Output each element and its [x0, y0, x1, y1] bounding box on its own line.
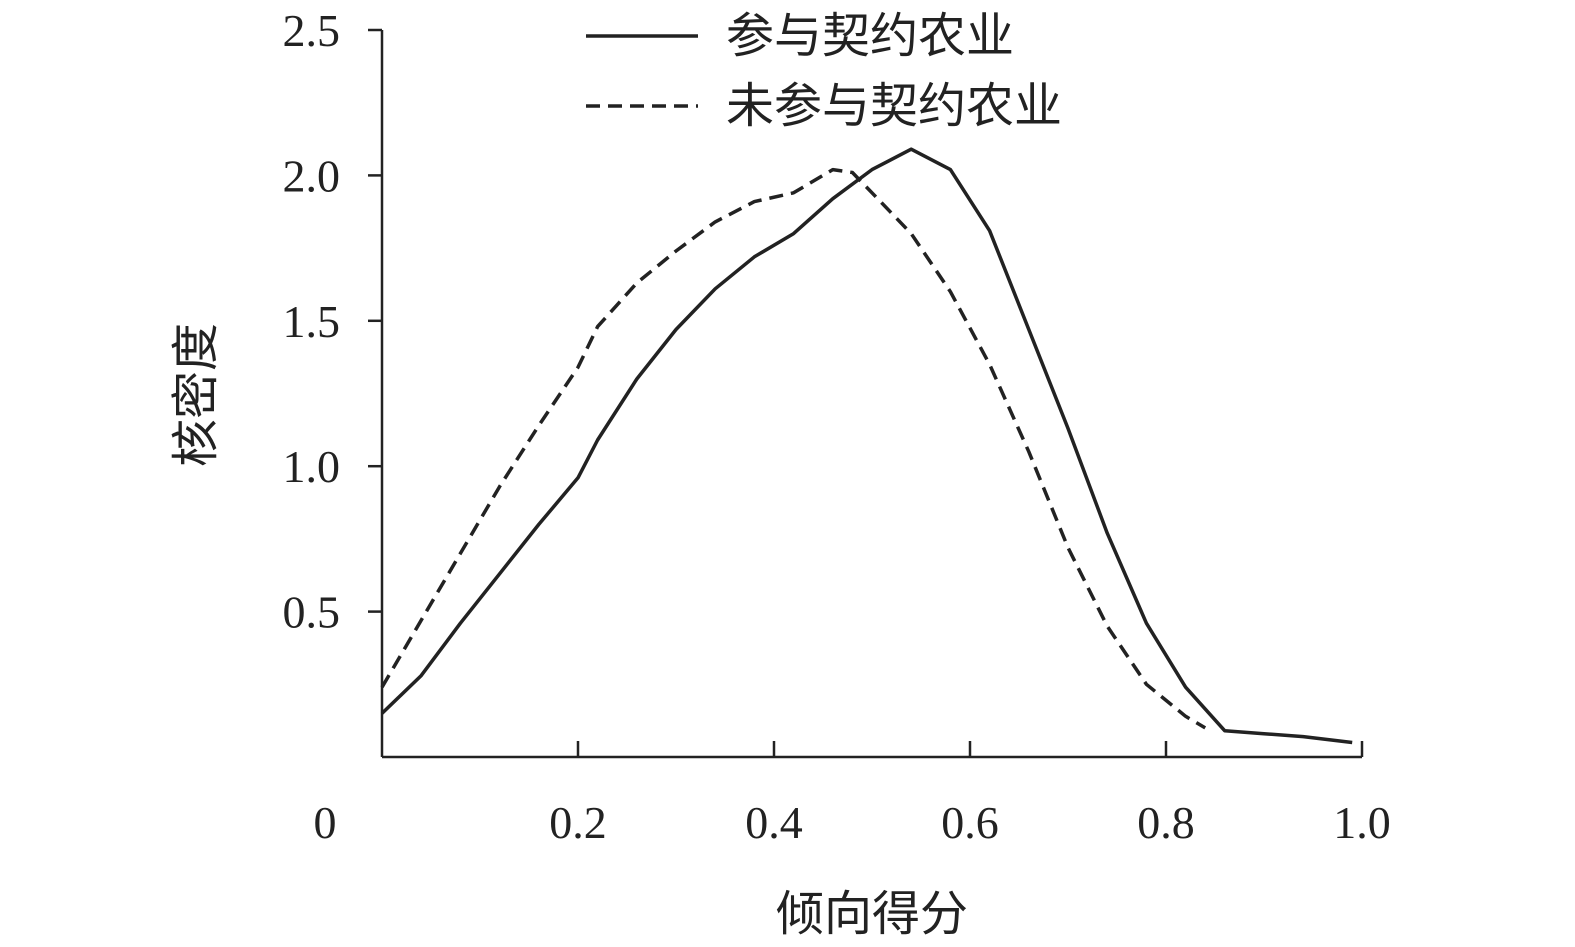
y-tick-label: 2.5 — [283, 5, 341, 56]
series-line-solid — [380, 147, 1353, 745]
legend-label: 参与契约农业 — [726, 8, 1014, 64]
y-tick-label: 0.5 — [283, 587, 341, 638]
x-tick-label: 0.2 — [549, 797, 607, 848]
y-axis-title: 核密度 — [168, 323, 224, 467]
series-line-dashed — [380, 167, 1207, 730]
y-tick-label: 1.5 — [283, 296, 341, 347]
legend-label: 未参与契约农业 — [726, 78, 1062, 134]
x-tick-label: 0.8 — [1137, 797, 1195, 848]
x-tick-label: 0.6 — [941, 797, 999, 848]
y-tick-label: 2.0 — [283, 150, 341, 201]
x-axis-title: 倾向得分 — [776, 886, 968, 942]
y-tick-label: 1.0 — [283, 441, 341, 492]
series-layer — [380, 147, 1353, 745]
x-tick-label: 1.0 — [1333, 797, 1391, 848]
ticks: 0.5 1.0 1.5 2.0 2.5 0 0.2 0.4 0.6 0.8 1.0 — [283, 5, 1391, 848]
x-tick-label: 0.4 — [745, 797, 803, 848]
x-tick-label: 0 — [314, 797, 337, 848]
axes — [380, 30, 1362, 759]
